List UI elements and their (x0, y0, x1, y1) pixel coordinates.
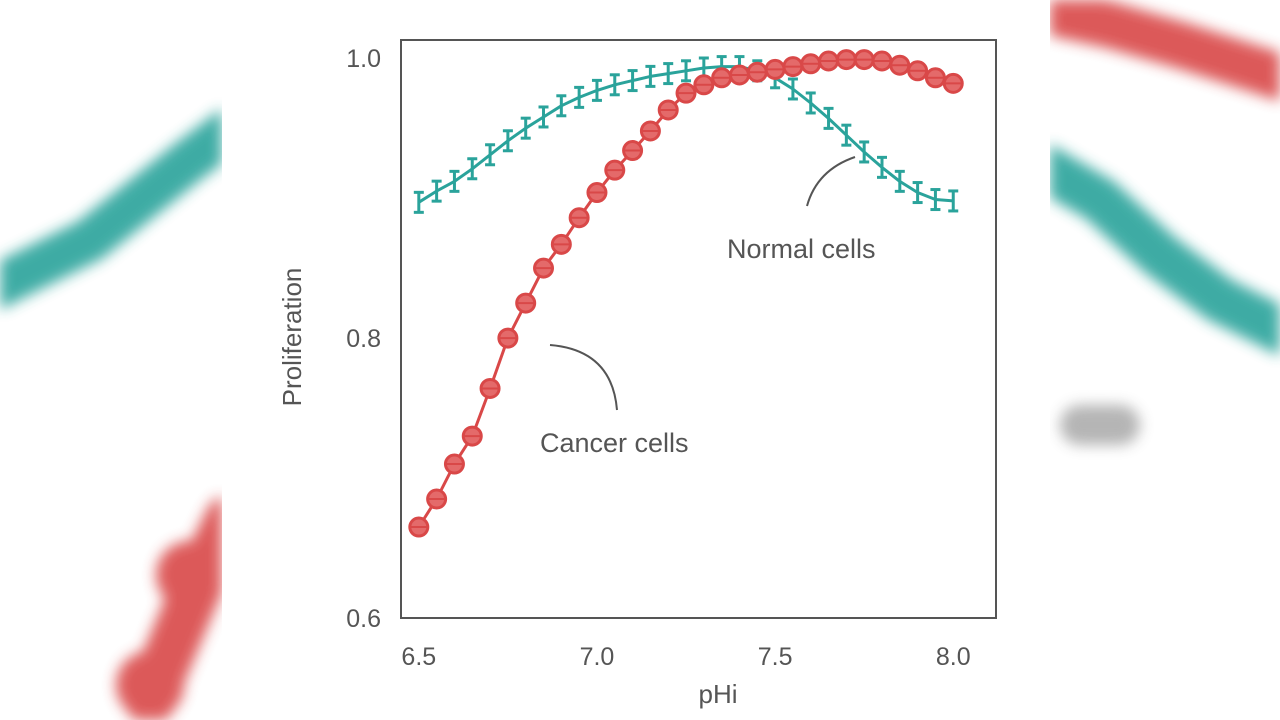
blurred-curves-right (1050, 0, 1280, 445)
cancer-cells-leader-line (549, 344, 618, 411)
x-tick-label: 8.0 (936, 643, 971, 671)
data-point (538, 105, 549, 129)
blurred-background-left (0, 0, 222, 720)
data-point (894, 169, 905, 193)
normal-cells-leader-line (806, 156, 856, 207)
data-point (556, 94, 567, 118)
y-tick-label: 0.8 (346, 325, 381, 353)
series-cancer-cells (408, 49, 964, 538)
data-point (912, 181, 923, 205)
x-axis-label: pHi (698, 679, 737, 709)
data-point (431, 179, 442, 203)
chart-panel: 0.6 0.8 1.0 6.5 7.0 7.5 8.0 Normal cells Canc… (222, 0, 1050, 720)
data-point (859, 140, 870, 164)
annotation-cancer-cells: Cancer cells (540, 428, 689, 458)
data-point (876, 155, 887, 179)
y-axis-ticks: 0.6 0.8 1.0 (346, 45, 381, 633)
data-point (413, 190, 424, 214)
data-point (520, 116, 531, 140)
data-point (502, 129, 513, 153)
annotation-normal-cells: Normal cells (727, 234, 876, 264)
x-tick-label: 7.5 (758, 643, 793, 671)
data-point (823, 106, 834, 130)
data-point (645, 64, 656, 88)
proliferation-chart: 0.6 0.8 1.0 6.5 7.0 7.5 8.0 Normal cells Canc… (277, 39, 997, 709)
data-point (609, 73, 620, 97)
series-normal-cells (413, 55, 959, 214)
data-point (787, 77, 798, 101)
data-point (591, 78, 602, 102)
data-point (663, 62, 674, 86)
data-point (449, 169, 460, 193)
data-point (948, 189, 959, 213)
y-tick-label: 1.0 (346, 45, 381, 73)
y-tick-label: 0.6 (346, 605, 381, 633)
blurred-background-right (1050, 0, 1280, 720)
series-layer (408, 49, 964, 538)
plot-frame (400, 39, 997, 619)
x-tick-label: 7.0 (580, 643, 615, 671)
data-point (841, 123, 852, 147)
data-point (467, 157, 478, 181)
data-point (681, 59, 692, 83)
data-point (805, 91, 816, 115)
data-point (627, 69, 638, 93)
x-tick-label: 6.5 (401, 643, 436, 671)
data-point (930, 188, 941, 212)
data-point (574, 85, 585, 109)
data-point (485, 143, 496, 167)
y-axis-label: Proliferation (277, 268, 307, 407)
x-axis-ticks: 6.5 7.0 7.5 8.0 (401, 643, 970, 671)
blurred-curves-left (0, 109, 222, 720)
